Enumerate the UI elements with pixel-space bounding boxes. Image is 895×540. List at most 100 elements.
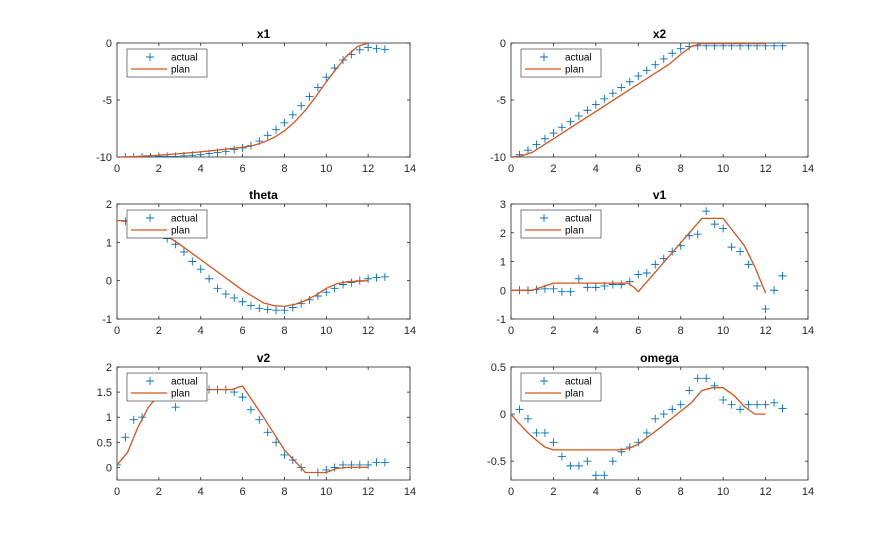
chart-omega-ytick-label: 0 xyxy=(500,409,506,421)
chart-theta-actual-point xyxy=(221,290,230,299)
chart-x2-ytick-label: -5 xyxy=(496,95,506,107)
chart-x1-actual-point xyxy=(163,152,172,157)
chart-x2-actual-point xyxy=(557,123,566,132)
chart-v1-xtick-label: 0 xyxy=(508,325,514,337)
chart-x1-xtick-label: 0 xyxy=(114,163,120,175)
chart-omega-actual-point xyxy=(642,428,651,437)
chart-omega-actual-point xyxy=(574,461,583,470)
chart-x2-legend-box xyxy=(520,48,602,78)
chart-x1-actual-point xyxy=(280,118,289,127)
chart-x2-actual-point xyxy=(676,44,685,53)
chart-theta-actual-point xyxy=(380,272,389,281)
chart-x1-title: x1 xyxy=(257,27,271,41)
chart-x1-xtick-label: 10 xyxy=(320,163,332,175)
chart-theta-actual-point xyxy=(246,301,255,310)
chart-x2-actual-point xyxy=(591,100,600,109)
chart-theta-actual-point xyxy=(230,293,239,302)
chart-omega-actual-point xyxy=(600,471,609,480)
chart-v1-actual-point xyxy=(727,243,736,252)
chart-v2-ytick-label: 2 xyxy=(106,362,112,374)
chart-x2-actual-point xyxy=(634,72,643,81)
chart-x1-actual-point xyxy=(305,92,314,101)
chart-x2-actual-point xyxy=(617,83,626,92)
chart-omega-actual-point xyxy=(591,471,600,480)
chart-v1-legend-actual-marker xyxy=(540,214,548,222)
chart-v1-actual-point xyxy=(617,280,626,289)
chart-v2-xtick-label: 4 xyxy=(198,486,204,498)
chart-theta-xtick-label: 8 xyxy=(281,325,287,337)
chart-theta-ytick-label: -1 xyxy=(102,314,112,326)
chart-theta-actual-point xyxy=(188,257,197,266)
chart-omega-actual-point xyxy=(727,400,736,409)
chart-x1-actual-point xyxy=(380,45,389,54)
chart-x2-legend-actual-marker xyxy=(540,53,548,61)
chart-x2-xtick-label: 2 xyxy=(550,163,556,175)
chart-x1-actual-point xyxy=(272,125,281,134)
chart-v1-legend-actual-label: actual xyxy=(565,214,592,225)
chart-omega-legend-actual-marker xyxy=(540,377,548,385)
chart-v1-legend-box xyxy=(520,209,602,239)
chart-theta-actual-point xyxy=(322,288,331,297)
chart-x1-xtick-label: 4 xyxy=(198,163,204,175)
chart-x2-actual-point xyxy=(668,49,677,58)
chart-v1-ytick-label: 1 xyxy=(500,257,506,269)
chart-omega-legend-actual-label: actual xyxy=(565,377,592,388)
chart-x1-legend-plan-label: plan xyxy=(171,65,190,76)
chart-v1-xtick-label: 14 xyxy=(802,325,814,337)
chart-v2-xtick-label: 10 xyxy=(320,486,332,498)
chart-x1-actual-point xyxy=(297,101,306,110)
chart-theta-legend-plan-label: plan xyxy=(171,226,190,237)
chart-x2-xtick-label: 4 xyxy=(593,163,599,175)
chart-v2-actual-point xyxy=(121,433,130,442)
chart-v2-plan-line xyxy=(117,385,369,474)
chart-v1-actual-point xyxy=(736,247,745,256)
chart-omega-actual-point xyxy=(761,400,770,409)
chart-v1-xtick-label: 2 xyxy=(550,325,556,337)
chart-v1-actual-point xyxy=(753,281,762,290)
chart-x2-actual-point xyxy=(642,66,651,75)
chart-theta-legend-box xyxy=(126,209,208,239)
chart-v2-legend-box xyxy=(126,372,208,402)
chart-x2-actual-point xyxy=(770,43,779,50)
chart-v1-actual-point xyxy=(761,304,770,313)
chart-v1-actual-point xyxy=(668,247,677,256)
chart-x1-actual-point xyxy=(313,83,322,92)
chart-omega-title: omega xyxy=(640,351,679,365)
chart-v2-title: v2 xyxy=(257,351,271,365)
chart-v1-xtick-label: 12 xyxy=(759,325,771,337)
chart-v1-actual-point xyxy=(591,283,600,292)
chart-x2-xtick-label: 10 xyxy=(717,163,729,175)
chart-theta-ytick-label: 0 xyxy=(106,276,112,288)
chart-theta-actual-point xyxy=(238,297,247,306)
chart-v2-legend-plan-label: plan xyxy=(171,389,190,400)
chart-x1-legend-actual-marker xyxy=(146,53,154,61)
chart-omega-actual-point xyxy=(719,395,728,404)
chart-x1-actual-point xyxy=(322,73,331,82)
chart-omega-actual-point xyxy=(540,428,549,437)
chart-omega-actual-point xyxy=(549,438,558,447)
chart-v1-actual-point xyxy=(710,220,719,229)
chart-x2-actual-point xyxy=(523,146,532,155)
chart-x2-legend-plan-label: plan xyxy=(565,65,584,76)
chart-omega-actual-point xyxy=(693,374,702,383)
chart-omega-actual-point xyxy=(651,414,660,423)
chart-x1-legend-actual-label: actual xyxy=(171,53,198,64)
chart-omega-xtick-label: 12 xyxy=(759,486,771,498)
chart-v2-actual-point xyxy=(117,460,121,469)
chart-x1-actual-point xyxy=(355,45,364,54)
chart-x1-xtick-label: 6 xyxy=(240,163,246,175)
chart-theta-xtick-label: 12 xyxy=(362,325,374,337)
chart-omega-actual-point xyxy=(659,410,668,419)
chart-v2-actual-point xyxy=(255,415,264,424)
chart-omega-actual-point xyxy=(523,414,532,423)
chart-v2-xtick-label: 8 xyxy=(281,486,287,498)
chart-x1-actual-point xyxy=(154,152,163,157)
chart-x1-actual-point xyxy=(288,110,297,119)
chart-theta-actual-point xyxy=(263,305,272,314)
chart-omega-xtick-label: 4 xyxy=(593,486,599,498)
